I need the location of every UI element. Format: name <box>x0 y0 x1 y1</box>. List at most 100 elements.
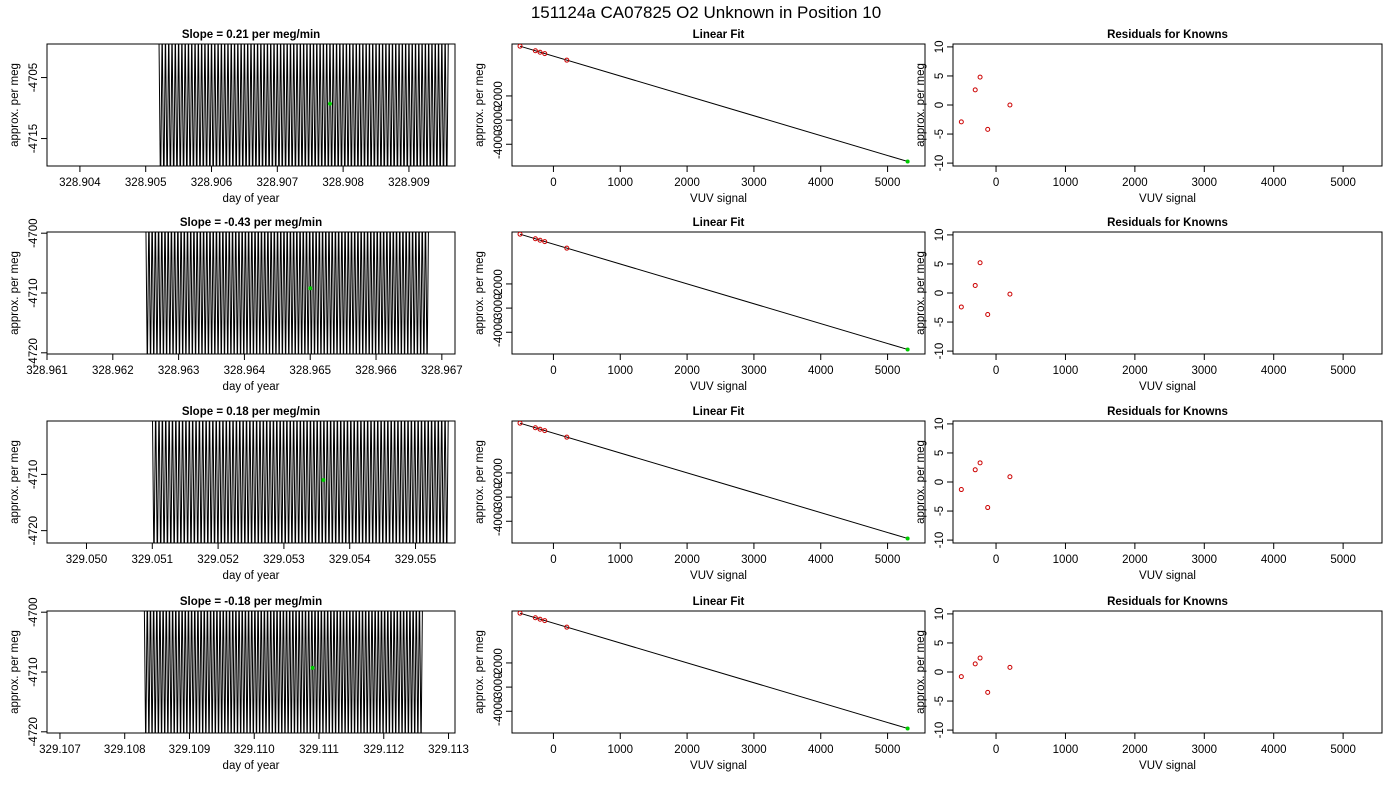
y-tick-label: -4000 <box>493 507 505 536</box>
residual-point <box>985 311 991 317</box>
x-tick-label: 0 <box>550 177 556 189</box>
plot-area <box>158 44 449 166</box>
x-tick-label: 2000 <box>674 177 700 189</box>
plot-area <box>958 260 1013 317</box>
panel-title: Residuals for Knowns <box>1107 596 1228 608</box>
x-tick-label: 0 <box>993 744 999 756</box>
residual-point <box>1007 474 1013 480</box>
known-point <box>537 49 543 55</box>
y-tick-label: -2000 <box>493 269 505 298</box>
x-tick-label: 5000 <box>875 744 901 756</box>
y-tick-label: 0 <box>934 290 946 296</box>
x-axis-label: VUV signal <box>1139 760 1196 772</box>
residual-point <box>985 126 991 132</box>
plot-area <box>958 460 1013 511</box>
y-axis-label: approx. per meg <box>474 63 486 147</box>
x-tick-label: 329.054 <box>329 554 371 566</box>
residual-point <box>977 260 983 266</box>
known-point <box>517 44 523 49</box>
x-axis-label: VUV signal <box>690 381 747 393</box>
residual-point <box>972 282 978 288</box>
residual-point <box>958 674 964 680</box>
known-point <box>532 48 538 54</box>
x-tick-label: 328.905 <box>125 177 167 189</box>
x-tick-label: 328.908 <box>322 177 364 189</box>
unknown-point <box>310 665 315 670</box>
known-point <box>542 239 548 245</box>
x-tick-label: 2000 <box>1122 365 1148 377</box>
y-axis-label: approx. per meg <box>474 630 486 714</box>
x-tick-label: 1000 <box>607 365 633 377</box>
x-tick-label: 5000 <box>1330 177 1356 189</box>
y-tick-label: -10 <box>934 532 946 549</box>
x-tick-label: 3000 <box>741 365 767 377</box>
x-tick-label: 5000 <box>875 554 901 566</box>
known-point <box>542 51 548 57</box>
x-tick-label: 329.052 <box>197 554 239 566</box>
y-tick-label: 10 <box>934 608 946 621</box>
x-tick-label: 329.110 <box>234 744 275 756</box>
x-tick-label: 3000 <box>1191 744 1217 756</box>
known-point <box>564 434 570 440</box>
x-tick-label: 329.107 <box>39 744 81 756</box>
plot-area <box>152 421 449 543</box>
chart-panel-1-residuals: Residuals for Knowns 0 1000 2000 3000 4000 500… <box>915 29 1383 205</box>
y-tick-label: -4700 <box>28 597 40 626</box>
chart-panel-4-linear_fit: Linear Fit 0 1000 2000 3000 4000 5000 -2000-300… <box>474 596 926 772</box>
y-tick-label: -10 <box>934 722 946 739</box>
residual-point <box>958 119 964 125</box>
plot-frame <box>952 43 1383 167</box>
plot-area <box>958 655 1013 695</box>
x-axis-label: VUV signal <box>1139 381 1196 393</box>
x-tick-label: 4000 <box>808 554 834 566</box>
x-tick-label: 4000 <box>1261 365 1287 377</box>
x-tick-label: 0 <box>550 365 556 377</box>
panel-title: Residuals for Knowns <box>1107 406 1228 418</box>
panels: Slope = 0.21 per meg/min 328.904 328.905 32… <box>9 29 1383 772</box>
x-tick-label: 0 <box>993 177 999 189</box>
x-tick-label: 4000 <box>808 365 834 377</box>
y-axis-label: approx. per meg <box>9 63 21 147</box>
x-axis-label: day of year <box>223 193 280 205</box>
chart-panel-3-residuals: Residuals for Knowns 0 1000 2000 3000 4000 500… <box>915 406 1383 582</box>
x-tick-label: 4000 <box>1261 744 1287 756</box>
x-tick-label: 5000 <box>875 177 901 189</box>
x-tick-label: 329.112 <box>363 744 404 756</box>
x-tick-label: 4000 <box>1261 554 1287 566</box>
fit-line <box>519 612 908 729</box>
x-tick-label: 1000 <box>1053 365 1079 377</box>
x-tick-label: 329.108 <box>104 744 146 756</box>
y-tick-label: -5 <box>934 696 946 706</box>
x-tick-label: 4000 <box>1261 177 1287 189</box>
chart-panel-1-linear_fit: Linear Fit 0 1000 2000 3000 4000 5000 -2000-300… <box>474 29 926 205</box>
series-line <box>143 611 423 733</box>
y-tick-label: 10 <box>934 418 946 431</box>
x-tick-label: 329.050 <box>66 554 108 566</box>
known-point <box>537 616 543 622</box>
y-tick-label: -2000 <box>493 648 505 677</box>
known-point <box>564 245 570 251</box>
y-tick-label: -10 <box>934 343 946 360</box>
y-tick-label: -4710 <box>28 460 40 489</box>
chart-panel-4-residuals: Residuals for Knowns 0 1000 2000 3000 4000 500… <box>915 596 1383 772</box>
x-tick-label: 328.965 <box>289 365 331 377</box>
y-axis-label: approx. per meg <box>915 251 927 335</box>
unknown-point <box>905 159 910 164</box>
plot-area <box>143 611 423 733</box>
x-tick-label: 1000 <box>607 744 633 756</box>
y-tick-label: -4720 <box>28 516 40 545</box>
plot-area <box>517 44 910 164</box>
x-tick-label: 3000 <box>741 744 767 756</box>
residual-point <box>1007 102 1013 108</box>
y-tick-label: -4700 <box>28 218 40 247</box>
y-tick-label: -2000 <box>493 81 505 110</box>
known-point <box>517 232 523 237</box>
panel-title: Slope = -0.18 per meg/min <box>180 596 322 608</box>
plot-area <box>517 232 910 352</box>
plot-frame <box>511 231 926 355</box>
chart-panel-3-timeseries: Slope = 0.18 per meg/min 329.050 329.051 32… <box>9 406 456 582</box>
x-tick-label: 329.113 <box>428 744 469 756</box>
x-tick-label: 5000 <box>1330 744 1356 756</box>
x-axis-label: VUV signal <box>690 760 747 772</box>
